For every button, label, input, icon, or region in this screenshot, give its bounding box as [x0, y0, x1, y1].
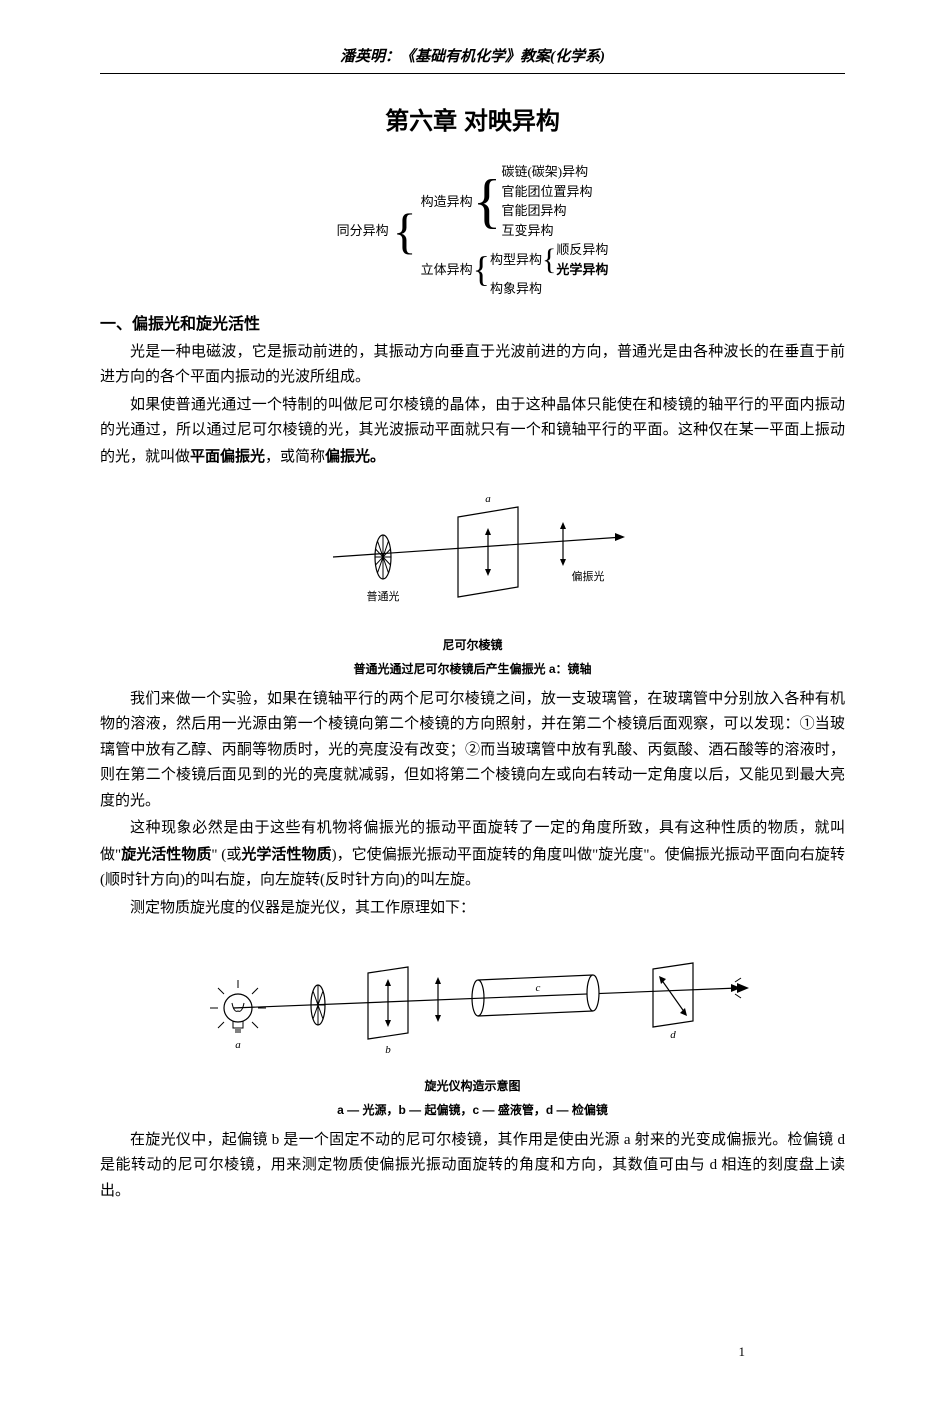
fig2-caption2: a — 光源，b — 起偏镜，c — 盛液管，d — 检偏镜 — [100, 1101, 845, 1120]
tree-leaf: 光学异构 — [556, 260, 608, 280]
paragraph: 在旋光仪中，起偏镜 b 是一个固定不动的尼可尔棱镜，其作用是使由光源 a 射来的… — [100, 1128, 845, 1205]
tree-leaf: 官能团异构 — [501, 201, 566, 221]
tree-branch1-label: 构造异构 — [421, 192, 473, 212]
brace-icon: { — [393, 211, 417, 251]
paragraph: 如果使普通光通过一个特制的叫做尼可尔棱镜的晶体，由于这种晶体只能使在和棱镜的轴平… — [100, 393, 845, 471]
tree-leaf: 构象异构 — [490, 279, 542, 299]
fig2-caption1: 旋光仪构造示意图 — [100, 1077, 845, 1096]
polarimeter-svg: a b c d — [183, 933, 763, 1073]
fig2-c-label: c — [535, 982, 540, 994]
chapter-title: 第六章 对映异构 — [100, 102, 845, 143]
term-optical-active-substance: 旋光活性物质 — [121, 846, 211, 863]
paragraph: 光是一种电磁波，它是振动前进的，其振动方向垂直于光波前进的方向，普通光是由各种波… — [100, 340, 845, 391]
page-number: 1 — [739, 1341, 746, 1363]
nicol-prism-svg: 普通光 a 偏振光 — [313, 482, 633, 632]
term-planar-polarized: 平面偏振光 — [190, 448, 265, 465]
para2-text-b: ，或简称 — [265, 449, 325, 465]
fig1-ordinary-light-label: 普通光 — [366, 589, 399, 603]
tree-leaf: 互变异构 — [501, 221, 553, 241]
tree-branch2-label: 立体异构 — [421, 260, 473, 280]
isomerism-tree-diagram: 同分异构 { 构造异构 { 碳链(碳架)异构 官能团位置异构 官能团异构 互变异… — [100, 162, 845, 299]
fig1-caption2: 普通光通过尼可尔棱镜后产生偏振光 a：镜轴 — [100, 660, 845, 679]
term-optical-active-substance-2: 光学活性物质 — [241, 846, 331, 863]
fig1-polarized-label: 偏振光 — [571, 569, 604, 583]
paragraph: 这种现象必然是由于这些有机物将偏振光的振动平面旋转了一定的角度所致，具有这种性质… — [100, 816, 845, 894]
tree-leaf: 顺反异构 — [556, 240, 608, 260]
section-heading-1: 一、偏振光和旋光活性 — [100, 311, 845, 338]
fig1-caption1: 尼可尔棱镜 — [100, 636, 845, 655]
document-header: 潘英明：《基础有机化学》教案(化学系) — [100, 45, 845, 74]
fig2-d-label: d — [670, 1029, 676, 1041]
figure-nicol-prism: 普通光 a 偏振光 尼可尔棱镜 普通光通过尼可尔棱镜后产生偏振光 a：镜轴 — [100, 482, 845, 678]
para4-text-b: " (或 — [211, 847, 241, 863]
term-polarized-light: 偏振光。 — [325, 448, 385, 465]
fig2-b-label: b — [385, 1044, 391, 1056]
fig1-a-label: a — [485, 493, 491, 505]
tree-sub1-label: 构型异构 — [490, 250, 542, 270]
brace-icon: { — [473, 255, 490, 284]
figure-polarimeter: a b c d — [100, 933, 845, 1119]
paragraph: 测定物质旋光度的仪器是旋光仪，其工作原理如下： — [100, 896, 845, 922]
fig2-a-label: a — [235, 1039, 241, 1051]
tree-leaf: 官能团位置异构 — [501, 182, 592, 202]
brace-icon: { — [542, 248, 556, 272]
paragraph: 我们来做一个实验，如果在镜轴平行的两个尼可尔棱镜之间，放一支玻璃管，在玻璃管中分… — [100, 687, 845, 815]
tree-leaf: 碳链(碳架)异构 — [501, 162, 588, 182]
tree-root: 同分异构 — [337, 221, 389, 241]
brace-icon: { — [473, 177, 502, 225]
